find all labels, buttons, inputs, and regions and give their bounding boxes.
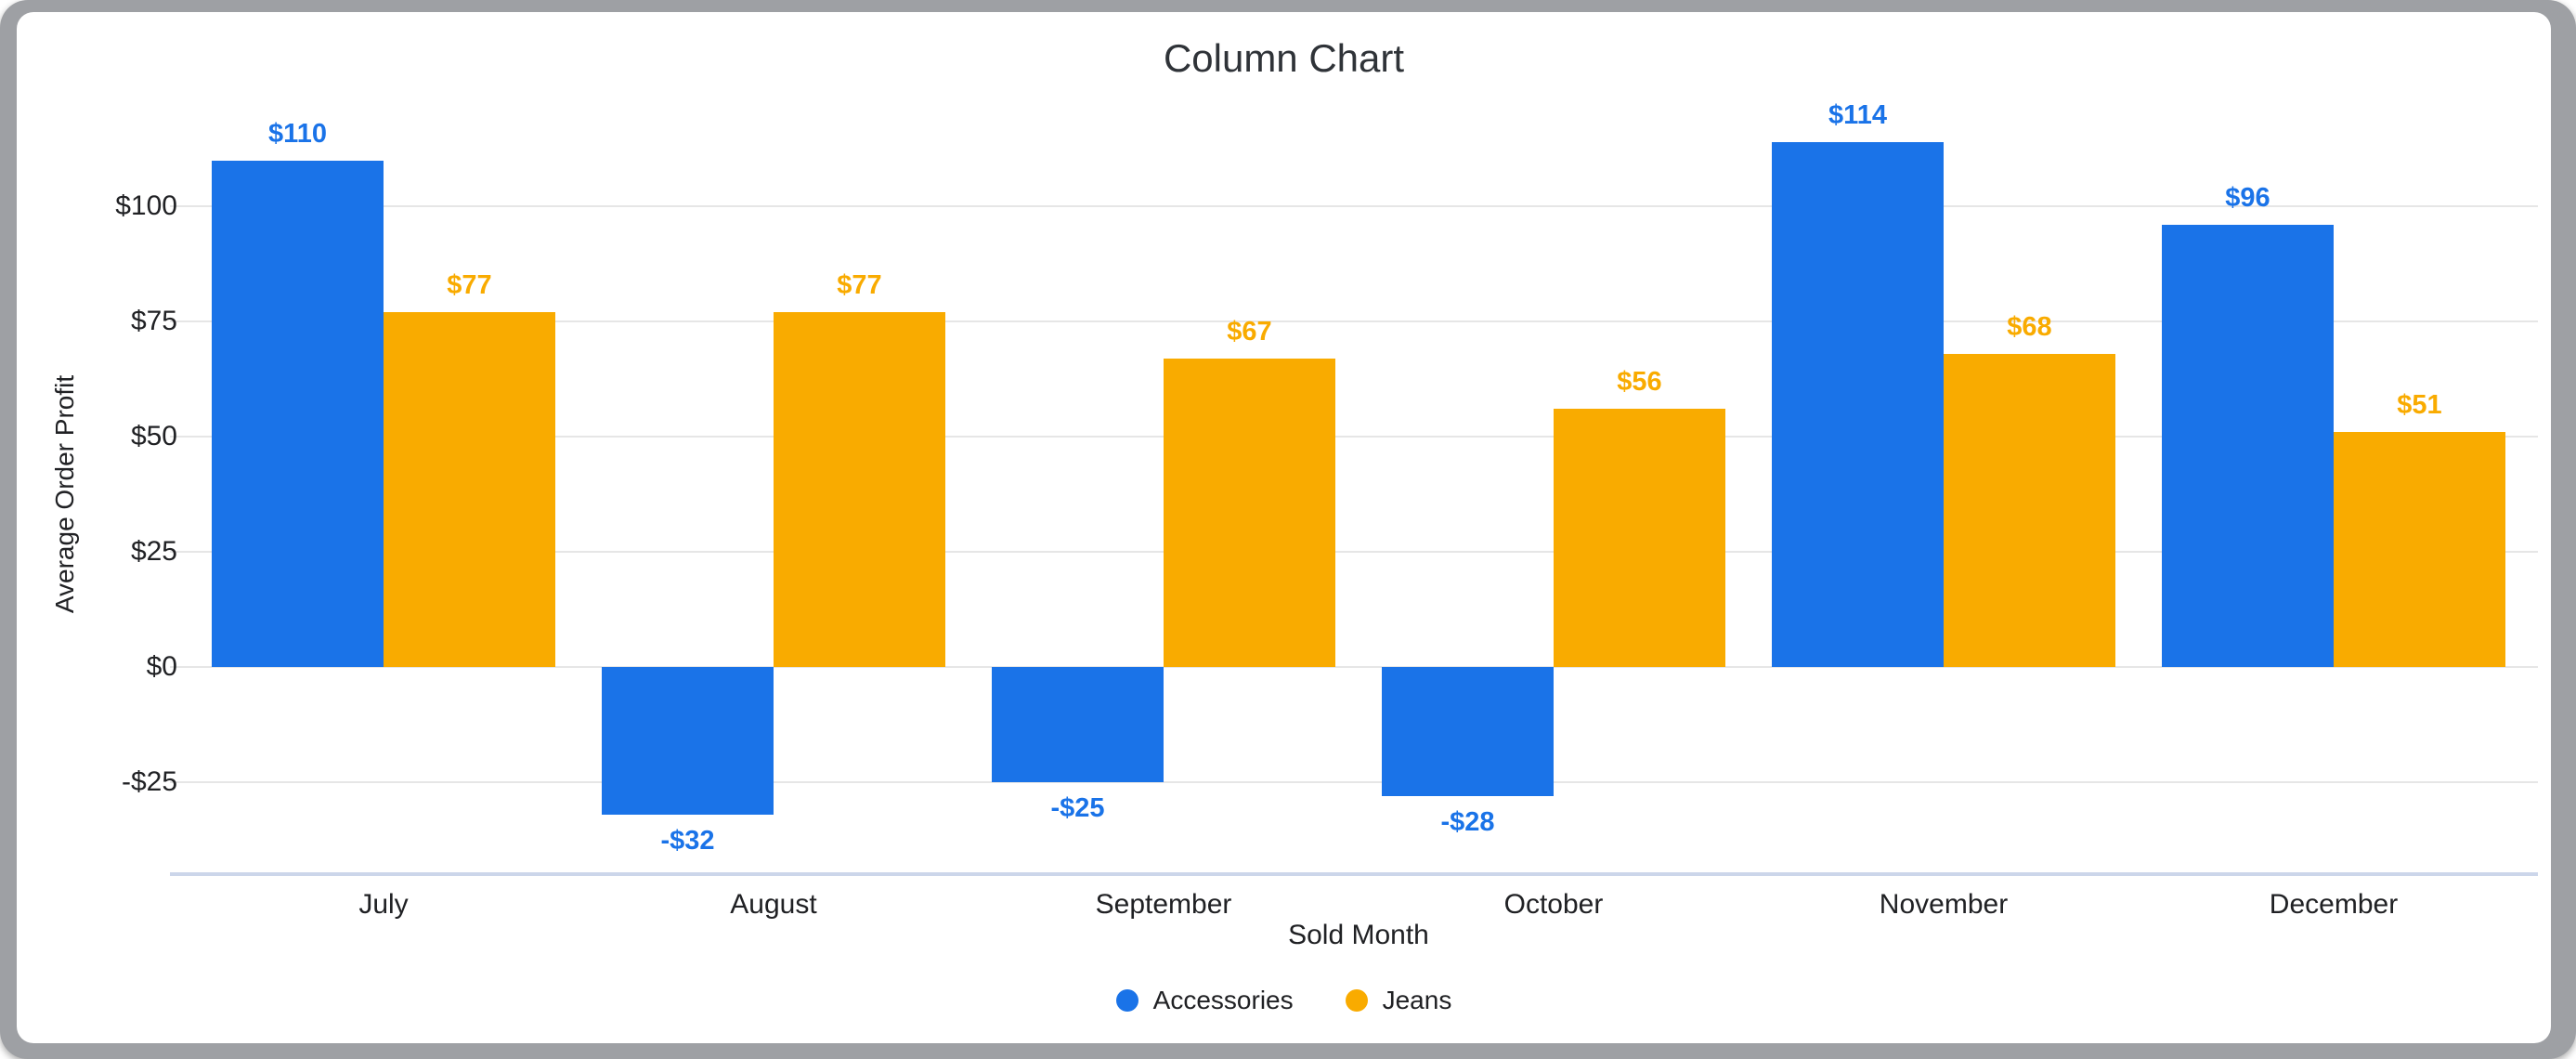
chart-title: Column Chart xyxy=(1163,36,1405,80)
legend-swatch-icon xyxy=(1115,989,1138,1012)
bar-accessories-july[interactable] xyxy=(212,160,384,667)
y-tick-label: $0 xyxy=(146,650,177,682)
bar-accessories-august[interactable] xyxy=(602,666,774,815)
value-label-jeans-october: $56 xyxy=(1617,367,1662,398)
y-tick-label: $25 xyxy=(130,535,177,567)
gridline--25 xyxy=(170,780,2538,783)
bar-accessories-september[interactable] xyxy=(992,666,1164,782)
bar-jeans-november[interactable] xyxy=(1944,353,2115,667)
gridline-75 xyxy=(170,320,2538,323)
bar-jeans-september[interactable] xyxy=(1164,358,1335,667)
x-tick-label-december: December xyxy=(2269,889,2399,920)
bar-jeans-july[interactable] xyxy=(384,312,555,667)
value-label-accessories-august: -$32 xyxy=(660,825,715,856)
value-label-jeans-july: $77 xyxy=(447,270,492,301)
bar-accessories-december[interactable] xyxy=(2162,224,2334,667)
value-label-accessories-september: -$25 xyxy=(1050,792,1105,823)
bar-jeans-august[interactable] xyxy=(774,312,945,667)
legend-label: Jeans xyxy=(1382,986,1452,1014)
bar-jeans-october[interactable] xyxy=(1554,409,1725,667)
value-label-jeans-august: $77 xyxy=(837,270,882,301)
gridline-25 xyxy=(170,550,2538,553)
legend-label: Accessories xyxy=(1152,986,1294,1014)
value-label-accessories-october: -$28 xyxy=(1440,806,1495,837)
y-tick-label: $50 xyxy=(130,421,177,452)
y-axis-title-text: Average Order Profit xyxy=(50,374,79,614)
bar-accessories-october[interactable] xyxy=(1382,666,1554,796)
x-axis-line xyxy=(170,872,2538,876)
y-tick-label: -$25 xyxy=(121,765,177,797)
x-tick-label-august: August xyxy=(730,889,817,920)
x-tick-label-november: November xyxy=(1879,889,2009,920)
value-label-jeans-november: $68 xyxy=(2007,311,2052,342)
gridline-50 xyxy=(170,436,2538,438)
value-label-accessories-july: $110 xyxy=(268,118,327,149)
value-label-accessories-december: $96 xyxy=(2225,182,2270,213)
x-tick-label-july: July xyxy=(358,889,409,920)
bar-jeans-december[interactable] xyxy=(2334,432,2505,667)
y-tick-label: $75 xyxy=(130,306,177,337)
value-label-jeans-september: $67 xyxy=(1227,316,1272,346)
legend-swatch-icon xyxy=(1345,989,1368,1012)
legend-item-jeans[interactable]: Jeans xyxy=(1345,986,1452,1015)
legend-item-accessories[interactable]: Accessories xyxy=(1115,986,1294,1015)
x-tick-label-september: September xyxy=(1095,889,1232,920)
x-tick-label-october: October xyxy=(1503,889,1604,920)
legend: Accessories Jeans xyxy=(17,980,2551,1021)
chart-card: Column Chart Average Order Profit $100 $7… xyxy=(17,12,2551,1043)
y-tick-label: $100 xyxy=(115,190,177,222)
gridline-100 xyxy=(170,205,2538,208)
gridline-0 xyxy=(170,665,2538,668)
value-label-jeans-december: $51 xyxy=(2397,390,2442,421)
value-label-accessories-november: $114 xyxy=(1828,99,1887,130)
bar-accessories-november[interactable] xyxy=(1772,141,1944,667)
plot-area: $100 $75 $50 $25 $0 -$25 July $110 $77 August -$32… xyxy=(115,100,2538,920)
x-axis-title: Sold Month xyxy=(1288,920,1429,950)
